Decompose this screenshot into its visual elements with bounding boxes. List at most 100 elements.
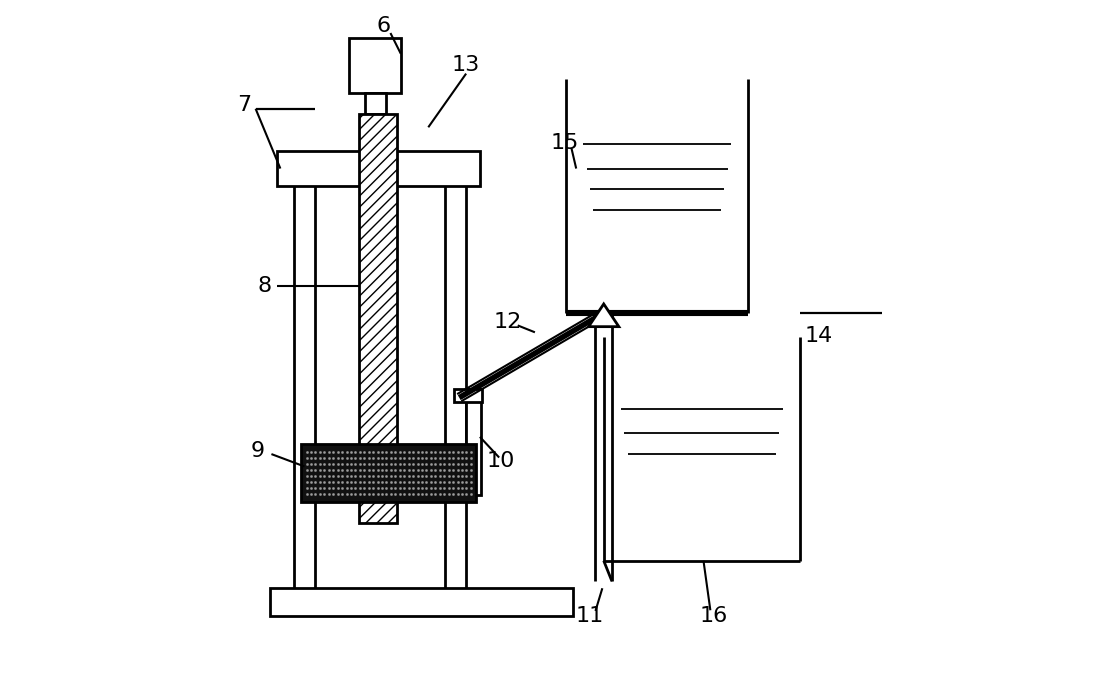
Point — [400, 447, 418, 458]
Point — [409, 453, 427, 464]
Point — [414, 482, 432, 493]
Point — [430, 464, 448, 475]
Point — [342, 464, 360, 475]
Point — [453, 477, 471, 488]
Point — [360, 464, 378, 475]
Point — [409, 482, 427, 493]
Point — [448, 482, 466, 493]
Point — [435, 453, 453, 464]
Point — [347, 471, 364, 482]
Point — [302, 447, 320, 458]
Point — [360, 482, 378, 493]
Point — [360, 453, 378, 464]
Point — [396, 447, 414, 458]
Point — [320, 458, 338, 469]
Point — [435, 471, 453, 482]
Point — [396, 488, 414, 499]
Point — [356, 471, 373, 482]
Point — [426, 477, 444, 488]
Point — [351, 488, 369, 499]
Point — [400, 477, 418, 488]
Point — [421, 477, 439, 488]
Point — [360, 471, 378, 482]
Point — [297, 464, 315, 475]
Point — [306, 488, 324, 499]
Point — [430, 471, 448, 482]
Point — [382, 488, 400, 499]
Point — [448, 471, 466, 482]
Point — [405, 488, 423, 499]
Point — [369, 482, 387, 493]
Point — [347, 447, 364, 458]
Point — [382, 477, 400, 488]
Point — [444, 453, 462, 464]
Point — [364, 471, 382, 482]
Text: 11: 11 — [576, 605, 604, 626]
Point — [439, 482, 457, 493]
Point — [311, 477, 329, 488]
Point — [430, 453, 448, 464]
Point — [426, 453, 444, 464]
Point — [417, 453, 435, 464]
Point — [369, 477, 387, 488]
Point — [338, 464, 356, 475]
Point — [356, 447, 373, 458]
Point — [356, 477, 373, 488]
Point — [457, 488, 475, 499]
Point — [329, 453, 347, 464]
Point — [453, 464, 471, 475]
Point — [364, 477, 382, 488]
Point — [382, 447, 400, 458]
Text: 13: 13 — [452, 55, 481, 76]
Point — [360, 447, 378, 458]
Point — [430, 447, 448, 458]
Point — [378, 458, 396, 469]
Point — [342, 477, 360, 488]
Point — [320, 464, 338, 475]
Point — [396, 477, 414, 488]
Point — [302, 458, 320, 469]
Point — [342, 482, 360, 493]
Point — [414, 458, 432, 469]
Point — [373, 464, 391, 475]
Point — [457, 482, 475, 493]
Point — [405, 464, 423, 475]
Point — [351, 453, 369, 464]
Bar — [301, 444, 476, 502]
Point — [439, 447, 457, 458]
Point — [378, 453, 396, 464]
Point — [347, 482, 364, 493]
Point — [356, 482, 373, 493]
Point — [430, 482, 448, 493]
Point — [405, 471, 423, 482]
Point — [324, 471, 342, 482]
Point — [396, 453, 414, 464]
Point — [329, 482, 347, 493]
Point — [435, 482, 453, 493]
Bar — [454, 389, 482, 402]
Point — [457, 464, 475, 475]
Point — [351, 471, 369, 482]
Point — [311, 482, 329, 493]
Point — [391, 453, 409, 464]
Point — [439, 477, 457, 488]
Point — [405, 482, 423, 493]
Point — [360, 458, 378, 469]
Point — [333, 482, 351, 493]
Point — [342, 471, 360, 482]
Point — [421, 488, 439, 499]
Text: 15: 15 — [550, 133, 579, 153]
Point — [405, 477, 423, 488]
Point — [338, 482, 356, 493]
Point — [297, 477, 315, 488]
Point — [414, 464, 432, 475]
Point — [387, 477, 405, 488]
Point — [387, 447, 405, 458]
Point — [387, 464, 405, 475]
Bar — [360, 114, 397, 523]
Point — [351, 482, 369, 493]
Point — [324, 482, 342, 493]
Point — [387, 453, 405, 464]
Point — [387, 488, 405, 499]
Point — [373, 488, 391, 499]
